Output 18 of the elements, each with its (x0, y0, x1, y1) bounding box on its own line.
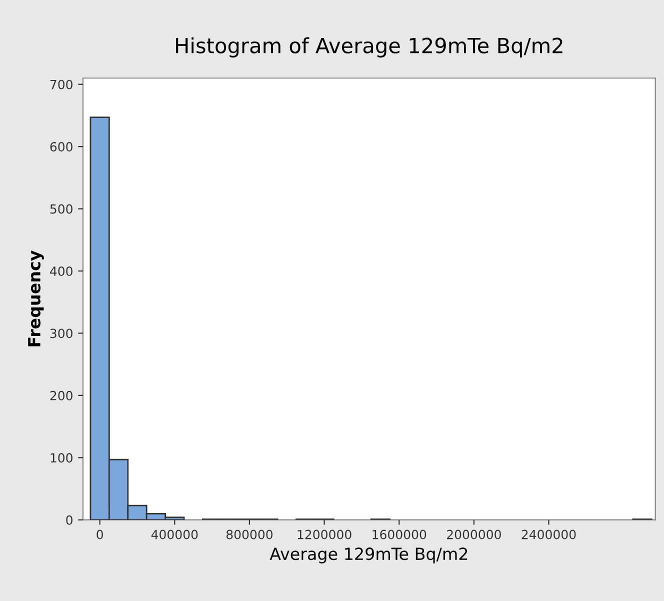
y-tick-label: 200 (50, 390, 72, 400)
y-tick-label: 400 (50, 266, 72, 276)
chart-title: Histogram of Average 129mTe Bq/m2 (176, 37, 562, 58)
x-axis-title: Average 129mTe Bq/m2 (270, 548, 468, 564)
x-tick-label: 800000 (226, 530, 272, 540)
x-tick-label: 2000000 (447, 530, 501, 540)
x-tick-label: 1600000 (372, 530, 426, 540)
x-tick-label: 1200000 (298, 530, 352, 540)
y-tick-label: 600 (50, 142, 72, 152)
y-tick-label: 700 (50, 80, 72, 90)
y-tick-label: 0 (66, 515, 72, 525)
x-tick-label: 400000 (151, 530, 198, 540)
x-tick-label: 2400000 (522, 530, 576, 540)
y-axis-title: Frequency (28, 250, 44, 346)
x-tick-label: 0 (96, 530, 103, 540)
y-tick-label: 500 (50, 204, 72, 214)
y-tick-label: 100 (50, 453, 72, 463)
y-tick-label: 300 (50, 328, 72, 338)
